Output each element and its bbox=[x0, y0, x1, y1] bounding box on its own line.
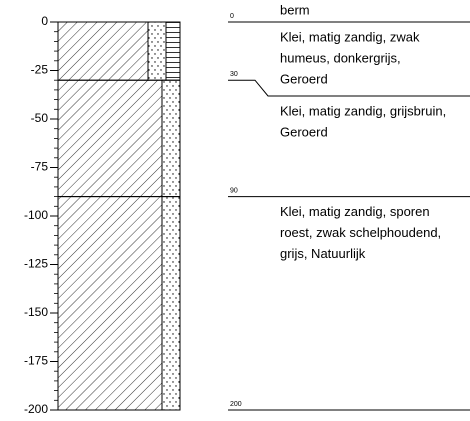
clay-hatch bbox=[57, 79, 163, 198]
sand-dots bbox=[161, 196, 181, 411]
layer-description: humeus, donkergrijs, bbox=[280, 50, 401, 65]
humus-lines bbox=[165, 21, 181, 81]
depth-label: 90 bbox=[230, 187, 238, 194]
depth-line bbox=[228, 79, 470, 97]
layer-description: Klei, matig zandig, grijsbruin, bbox=[280, 103, 446, 118]
clay-hatch bbox=[57, 196, 163, 411]
depth-label: 200 bbox=[230, 401, 242, 408]
tick-label: -50 bbox=[31, 111, 49, 125]
depth-label: 30 bbox=[230, 71, 238, 78]
layer-description: grijs, Natuurlijk bbox=[280, 246, 366, 261]
tick-label: -200 bbox=[24, 402, 48, 416]
layer-description: roest, zwak schelphoudend, bbox=[280, 225, 441, 240]
tick-label: -150 bbox=[24, 305, 48, 319]
tick-label: -25 bbox=[31, 63, 49, 77]
layer-description: Geroerd bbox=[280, 124, 328, 139]
tick-label: -125 bbox=[24, 257, 48, 271]
layer-description: Geroerd bbox=[280, 71, 328, 86]
sand-dots bbox=[147, 21, 167, 81]
tick-label: 0 bbox=[41, 14, 48, 28]
tick-label: -175 bbox=[24, 354, 48, 368]
tick-label: -100 bbox=[24, 208, 48, 222]
depth-label: 0 bbox=[230, 13, 234, 20]
sand-dots bbox=[161, 79, 181, 198]
layer-description: Klei, matig zandig, zwak bbox=[280, 29, 420, 44]
clay-hatch bbox=[57, 21, 149, 81]
tick-label: -75 bbox=[31, 160, 49, 174]
header-label: berm bbox=[280, 2, 310, 17]
layer-description: Klei, matig zandig, sporen bbox=[280, 204, 430, 219]
